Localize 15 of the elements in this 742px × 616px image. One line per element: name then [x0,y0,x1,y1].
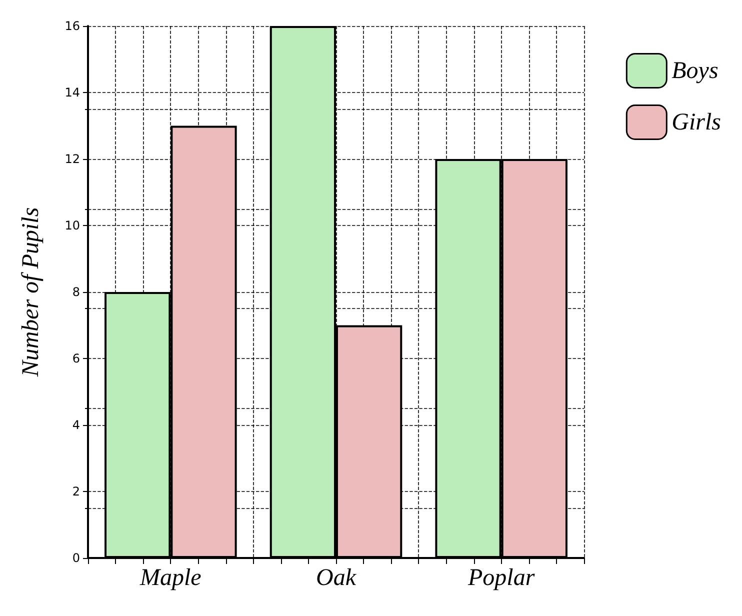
legend-label: Girls [672,109,722,136]
y-tick-label: 0 [72,551,80,565]
y-tick-label: 4 [72,418,80,432]
y-tick-label: 12 [64,152,80,166]
y-tick-label: 6 [72,352,80,366]
x-tick-label: Oak [316,565,356,591]
y-tick-label: 2 [72,484,80,498]
x-tick-label: Maple [139,565,202,591]
x-tick-label: Poplar [466,565,536,591]
y-axis-title: Number of Pupils [18,207,44,378]
y-tick-label: 8 [72,285,80,299]
y-tick-label: 10 [64,218,80,232]
y-tick-label: 14 [64,86,80,100]
legend-label: Boys [672,58,718,84]
y-tick-label: 16 [64,19,80,33]
